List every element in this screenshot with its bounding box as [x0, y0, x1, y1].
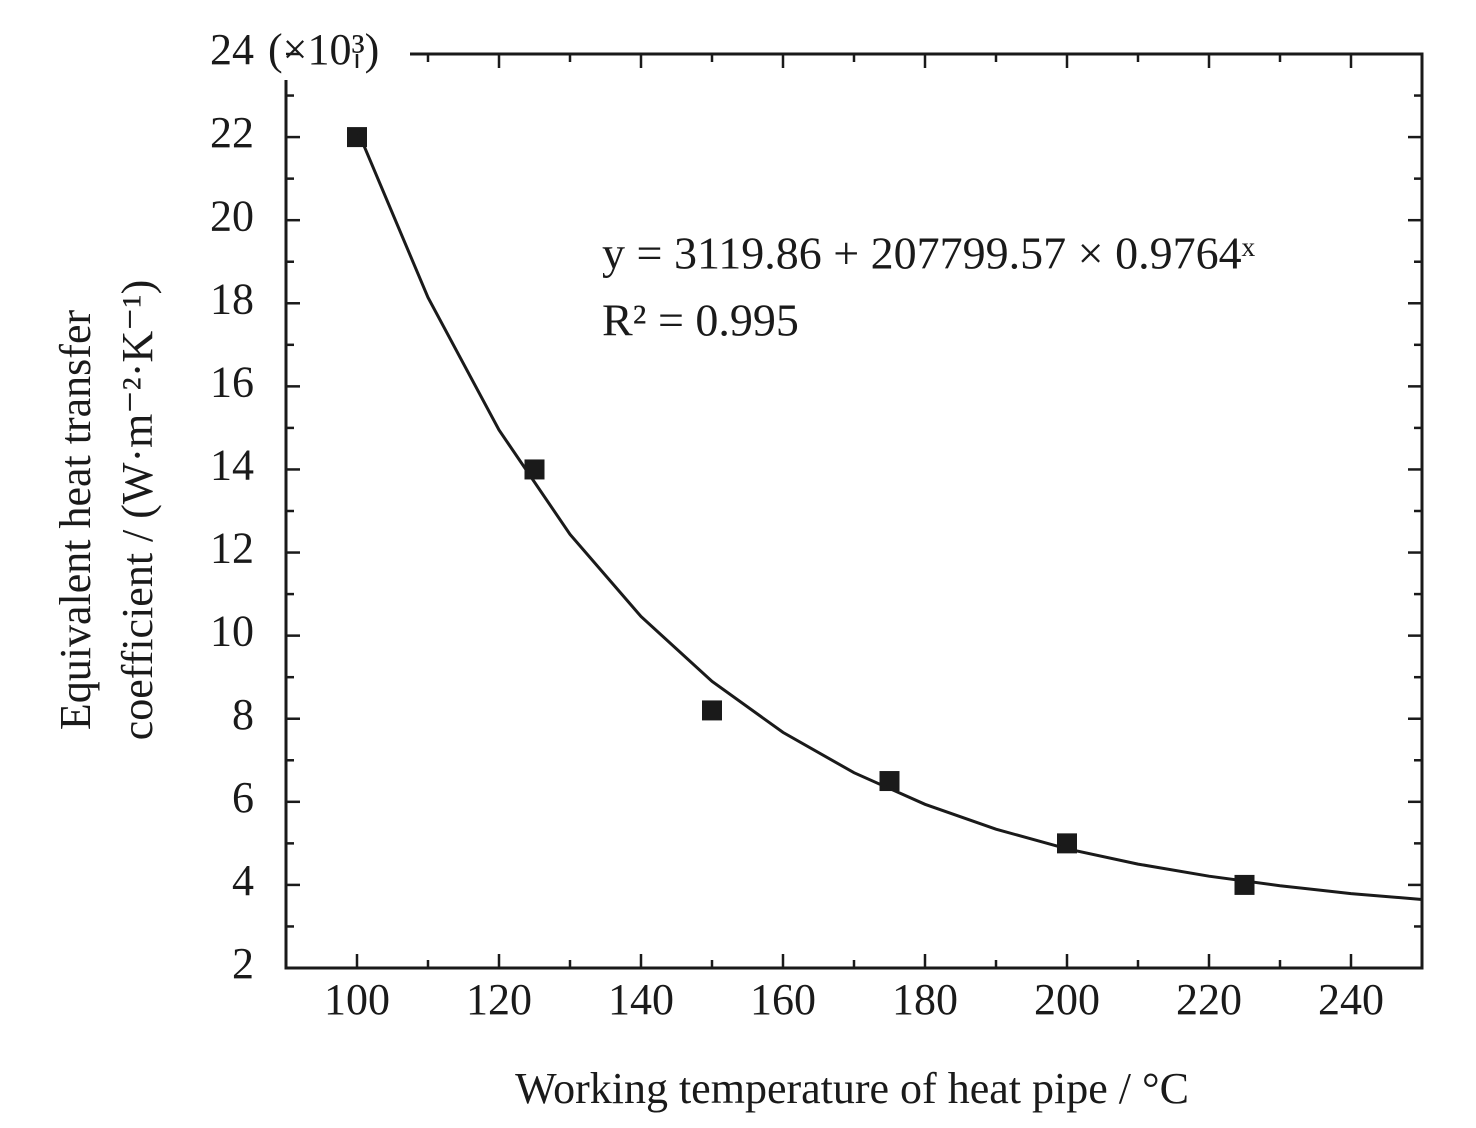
x-tick-label: 100 — [324, 975, 390, 1024]
plot-frame — [284, 52, 1424, 970]
x-tick-label: 240 — [1318, 975, 1384, 1024]
y-tick-label: 14 — [210, 441, 254, 490]
x-tick-label: 220 — [1176, 975, 1242, 1024]
y-tick-label: 6 — [232, 773, 254, 822]
x-axis-label: Working temperature of heat pipe / °C — [515, 1064, 1189, 1113]
x-tick-label: 180 — [892, 975, 958, 1024]
y-tick-label: 16 — [210, 357, 254, 406]
y-tick-label: 24 — [210, 25, 254, 74]
fit-r-squared: R² = 0.995 — [602, 295, 799, 346]
y-tick-label: 2 — [232, 939, 254, 988]
axis-multiplier: (×10³) — [268, 25, 379, 74]
x-tick-label: 200 — [1034, 975, 1100, 1024]
y-axis-label: Equivalent heat transfer — [51, 310, 100, 731]
y-tick-label: 22 — [210, 108, 254, 157]
data-point — [1234, 874, 1255, 895]
data-point — [702, 700, 722, 721]
y-tick-label: 20 — [210, 191, 254, 240]
x-tick-label: 140 — [608, 975, 674, 1024]
x-tick-label: 160 — [750, 975, 816, 1024]
y-axis-label: coefficient / (W·m⁻²·K⁻¹) — [113, 280, 162, 741]
y-tick-label: 4 — [232, 856, 254, 905]
fit-curve — [355, 128, 1423, 901]
x-tick-label: 120 — [466, 975, 532, 1024]
y-tick-label: 10 — [210, 607, 254, 656]
y-tick-label: 12 — [210, 524, 254, 573]
y-tick-label: 18 — [210, 274, 254, 323]
fit-equation: y = 3119.86 + 207799.57 × 0.9764ˣ — [602, 228, 1256, 279]
y-tick-label: 8 — [232, 690, 254, 739]
